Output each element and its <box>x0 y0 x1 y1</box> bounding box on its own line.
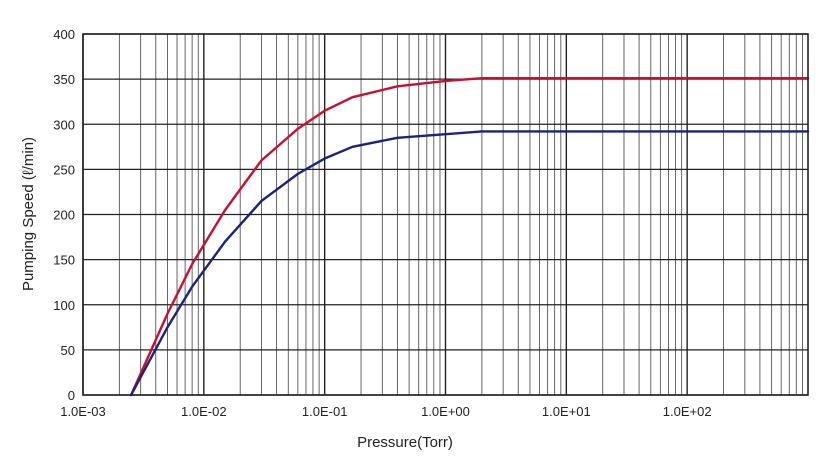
x-tick-label: 1.0E-02 <box>181 404 227 419</box>
x-axis-label: Pressure(Torr) <box>357 434 453 451</box>
axes: 0 50 100 150 200 250 300 350 400 1.0E-03 1.0E-02 1.… <box>53 27 809 419</box>
y-tick-label: 400 <box>53 27 75 42</box>
series-line-blue <box>129 130 810 397</box>
y-tick-label: 0 <box>68 388 75 403</box>
x-tick-label: 1.0E-03 <box>60 404 106 419</box>
series-layer <box>129 77 810 397</box>
y-tick-label: 300 <box>53 117 75 132</box>
y-tick-label: 150 <box>53 253 75 268</box>
y-tick-label: 50 <box>61 343 75 358</box>
x-tick-label: 1.0E-01 <box>302 404 348 419</box>
y-tick-label: 250 <box>53 162 75 177</box>
series-line-red <box>129 77 810 397</box>
y-tick-label: 200 <box>53 208 75 223</box>
y-tick-label: 100 <box>53 298 75 313</box>
x-tick-label: 1.0E+01 <box>542 404 591 419</box>
plot-frame <box>82 33 809 396</box>
y-axis-label: Pumping Speed (ℓ/min) <box>20 137 37 291</box>
grid <box>82 33 808 396</box>
y-tick-label: 350 <box>53 72 75 87</box>
x-tick-label: 1.0E+02 <box>663 404 712 419</box>
x-tick-label: 1.0E+00 <box>421 404 470 419</box>
